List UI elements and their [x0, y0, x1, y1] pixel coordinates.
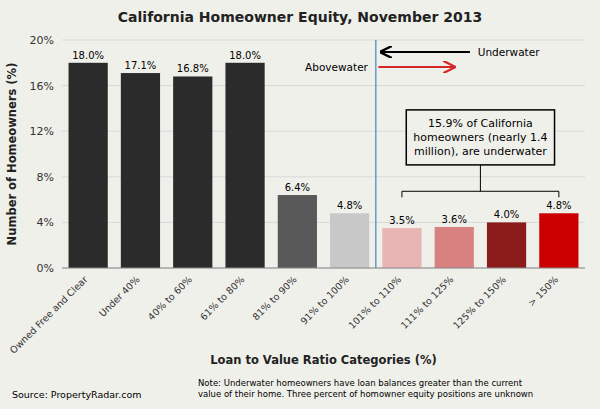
data-label: 18.0%	[72, 50, 104, 61]
text-line: 15.9% of California	[428, 117, 533, 130]
grid-line	[62, 268, 585, 269]
background	[0, 0, 600, 409]
data-label: 6.4%	[285, 182, 310, 193]
title: California Homeowner Equity, November 20…	[118, 9, 482, 25]
x-axis-line	[62, 268, 585, 269]
data-label: 3.5%	[389, 215, 414, 226]
x-tick-label: 81% to 90%	[250, 274, 299, 323]
arrow-underwater	[381, 51, 470, 53]
text-line: million), are underwater	[414, 145, 547, 158]
bar	[435, 227, 474, 268]
data-label: 4.0%	[494, 209, 519, 220]
y-tick-label: 20%	[30, 34, 54, 47]
annotation: Abovewater	[305, 61, 369, 73]
bar	[278, 195, 317, 268]
bar	[330, 213, 369, 268]
x-tick-label: 101% to 110%	[346, 274, 403, 331]
x-tick-label: 40% to 60%	[146, 274, 195, 323]
x-tick-label: 125% to 150%	[451, 274, 508, 331]
data-label: 17.1%	[125, 60, 157, 71]
y-axis-label: Number of Homeowners (%)	[5, 63, 19, 246]
chart: California Homeowner Equity, November 20…	[0, 0, 600, 409]
y-tick-label: 16%	[30, 80, 54, 93]
bar	[173, 76, 212, 268]
data-label: 16.8%	[177, 63, 209, 74]
x-tick-label: 111% to 125%	[398, 274, 455, 331]
x-tick-label: 91% to 100%	[298, 274, 351, 327]
annotation-box-frame	[406, 110, 554, 165]
data-label: 3.6%	[442, 214, 467, 225]
y-tick-label: 12%	[30, 125, 54, 138]
annotation-box: 15.9% of Californiahomeowners (nearly 1.…	[406, 110, 554, 165]
note: Note: Underwater homeowners have loan ba…	[198, 378, 533, 399]
y-tick-label: 8%	[37, 171, 54, 184]
bar	[382, 228, 421, 268]
annotation: Underwater	[478, 46, 540, 58]
bar	[487, 222, 526, 268]
x-tick-label: Under 40%	[97, 274, 142, 319]
text-line: Note: Underwater homeowners have loan ba…	[198, 378, 523, 388]
x-tick-label: Owned Free and Clear	[7, 274, 89, 356]
data-label: 4.8%	[546, 200, 571, 211]
y-tick-label: 0%	[37, 262, 54, 275]
grid-line	[62, 40, 585, 41]
annotation: 15.9% of Californiahomeowners (nearly 1.…	[413, 117, 547, 158]
x-axis-label: Loan to Value Ratio Categories (%)	[210, 353, 436, 367]
bar	[539, 213, 578, 268]
bar	[121, 73, 160, 268]
data-label: 4.8%	[337, 200, 362, 211]
data-label: 18.0%	[229, 50, 261, 61]
arrow-abovewater	[378, 66, 454, 68]
bracket-connector	[480, 165, 481, 191]
text-line: value of their home. Three percent of ho…	[198, 389, 533, 399]
text-line: homeowners (nearly 1.4	[413, 131, 547, 144]
bracket	[402, 191, 559, 197]
bar	[69, 63, 108, 268]
y-tick-label: 4%	[37, 216, 54, 229]
x-tick-label: > 150%	[526, 274, 561, 309]
x-tick-label: 61% to 80%	[198, 274, 247, 323]
divider	[375, 40, 377, 268]
source: Source: PropertyRadar.com	[12, 389, 141, 400]
bar	[225, 63, 264, 268]
